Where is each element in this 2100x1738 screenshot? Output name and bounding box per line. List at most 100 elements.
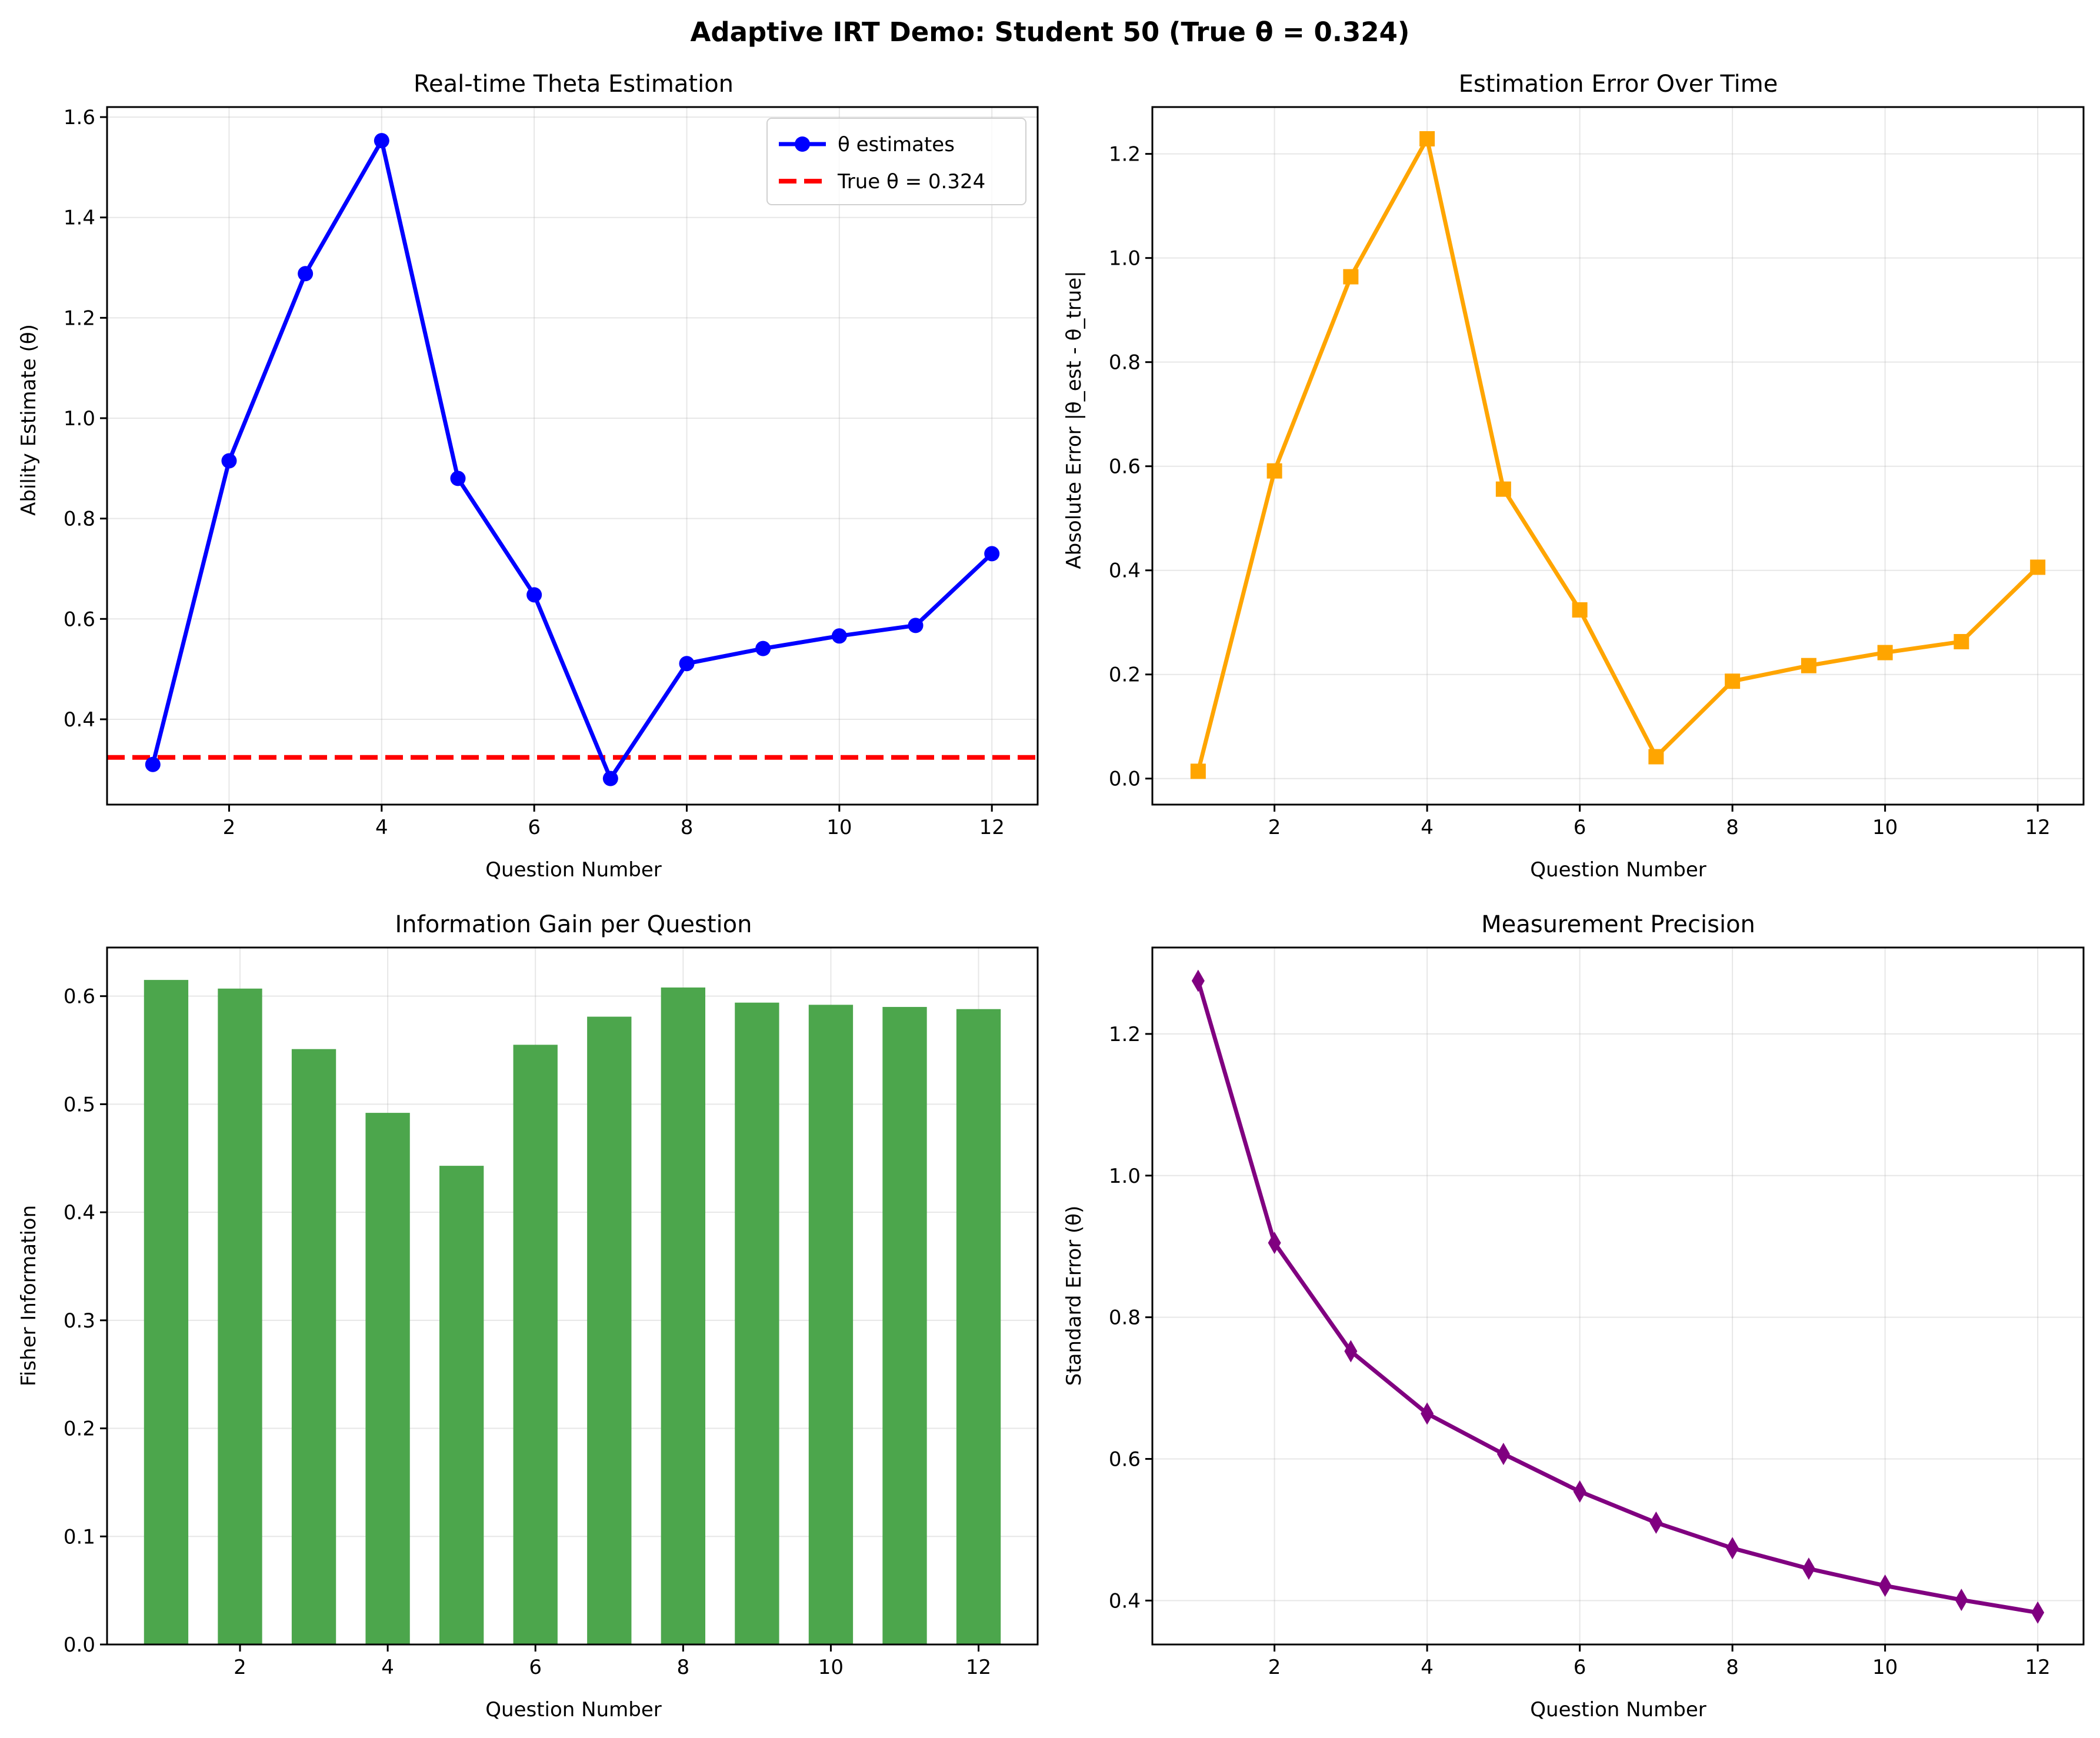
se-data-point (1955, 1589, 1968, 1612)
fisher-info-bar (439, 1166, 484, 1644)
y-tick-label: 0.4 (64, 1201, 95, 1225)
y-tick-label: 0.5 (64, 1093, 95, 1116)
x-tick-label: 12 (979, 816, 1005, 839)
information-gain-panel: Information Gain per Question Question N… (17, 911, 1039, 1722)
se-axes-frame (1151, 946, 2085, 1646)
fisher-info-bar (808, 1005, 854, 1644)
theta-panel-title: Real-time Theta Estimation (414, 71, 734, 98)
theta-data-point (602, 770, 618, 786)
se-y-axis-label: Standard Error (θ) (1062, 1206, 1086, 1386)
x-tick-label: 8 (677, 1656, 690, 1679)
theta-data-point (374, 133, 389, 149)
se-data-point (1496, 1443, 1510, 1466)
y-tick-label: 0.8 (64, 508, 95, 531)
fisher-info-bar (735, 1002, 779, 1644)
y-tick-label: 1.6 (64, 106, 95, 129)
theta-y-axis-label: Ability Estimate (θ) (17, 324, 41, 516)
y-tick-label: 0.6 (64, 985, 95, 1009)
legend-marker-estimates (795, 136, 810, 152)
se-data-point (1573, 1480, 1586, 1503)
x-tick-label: 6 (529, 1656, 542, 1679)
se-data-point (1421, 1402, 1434, 1425)
y-tick-label: 1.0 (1109, 1165, 1141, 1188)
theta-series-line (151, 138, 994, 781)
se-x-axis-label: Question Number (1530, 1698, 1706, 1722)
error-data-point (1495, 481, 1511, 497)
error-data-point (1266, 463, 1282, 479)
x-tick-label: 8 (681, 816, 694, 839)
y-tick-label: 0.6 (1109, 1447, 1141, 1471)
x-tick-label: 4 (375, 816, 388, 839)
fisher-info-bar (956, 1009, 1001, 1644)
error-data-point (1572, 602, 1588, 618)
x-tick-label: 2 (223, 816, 236, 839)
x-tick-label: 2 (1268, 1656, 1281, 1679)
estimation-error-panel: Estimation Error Over Time Question Numb… (1062, 71, 2085, 882)
y-tick-label: 1.0 (64, 407, 95, 431)
se-series-line (1196, 980, 2038, 1615)
y-tick-label: 1.2 (1109, 143, 1141, 166)
se-data-point (1726, 1537, 1739, 1560)
info-y-axis-label: Fisher Information (17, 1205, 41, 1386)
error-data-point (1190, 763, 1206, 779)
theta-data-point (755, 641, 771, 656)
x-tick-label: 8 (1726, 816, 1739, 839)
info-plot-area: 2 4 6 8 10 12 0.0 0.1 0.2 0.3 0.4 0.5 0.6 (64, 946, 1039, 1679)
theta-data-point (679, 656, 695, 672)
theta-data-point (526, 587, 542, 603)
se-data-point (1878, 1574, 1892, 1597)
theta-data-point (450, 471, 466, 486)
theta-data-point (221, 453, 237, 469)
se-data-point (2031, 1601, 2045, 1624)
error-series-line (1196, 136, 2039, 772)
y-tick-label: 0.4 (1109, 1589, 1141, 1613)
y-tick-label: 0.8 (1109, 1306, 1141, 1330)
se-plot-area: 2 4 6 8 10 12 0.4 0.6 0.8 1.0 1.2 (1109, 946, 2085, 1679)
info-x-axis-label: Question Number (485, 1698, 661, 1722)
x-tick-label: 8 (1726, 1656, 1739, 1679)
x-tick-label: 2 (234, 1656, 246, 1679)
se-data-point (1344, 1340, 1358, 1363)
legend-label-true-theta: True θ = 0.324 (837, 170, 985, 194)
error-data-point (2030, 559, 2046, 575)
error-data-point (1725, 673, 1741, 689)
error-panel-title: Estimation Error Over Time (1459, 71, 1778, 98)
error-data-point (1877, 645, 1893, 660)
error-data-point (1343, 269, 1359, 285)
se-data-point (1268, 1232, 1281, 1255)
error-data-point (1419, 131, 1435, 146)
x-tick-label: 6 (1574, 1656, 1586, 1679)
fisher-info-bar (144, 980, 189, 1644)
legend-box (766, 118, 1026, 205)
y-tick-label: 0.1 (64, 1525, 95, 1549)
fisher-info-bar (661, 987, 705, 1644)
y-tick-label: 0.2 (1109, 663, 1141, 687)
x-tick-label: 10 (818, 1656, 844, 1679)
fisher-info-bar (291, 1049, 336, 1644)
se-panel-title: Measurement Precision (1481, 911, 1755, 938)
measurement-precision-panel: Measurement Precision Question Number St… (1062, 911, 2085, 1722)
theta-data-point (831, 628, 847, 644)
y-tick-label: 0.4 (64, 708, 95, 732)
se-data-point (1191, 969, 1205, 992)
y-tick-label: 0.8 (1109, 351, 1141, 375)
x-tick-label: 12 (966, 1656, 991, 1679)
error-axes-frame (1151, 106, 2085, 806)
y-tick-label: 0.0 (64, 1633, 95, 1657)
theta-x-axis-label: Question Number (485, 858, 661, 882)
theta-data-point (145, 756, 161, 772)
theta-data-point (908, 618, 924, 633)
theta-plot-area: 2 4 6 8 10 12 0.4 0.6 0.8 1.0 1.2 1.4 1.6 θ estimates… (64, 106, 1039, 839)
info-axes-frame (106, 946, 1039, 1646)
fisher-info-bar (365, 1113, 410, 1644)
fisher-info-bar (587, 1016, 632, 1644)
x-tick-label: 10 (826, 816, 852, 839)
x-tick-label: 12 (2025, 816, 2051, 839)
error-data-point (1801, 658, 1816, 673)
error-x-axis-label: Question Number (1530, 858, 1706, 882)
x-tick-label: 4 (1421, 816, 1434, 839)
x-tick-label: 6 (528, 816, 541, 839)
error-y-axis-label: Absolute Error |θ_est - θ_true| (1062, 271, 1086, 569)
